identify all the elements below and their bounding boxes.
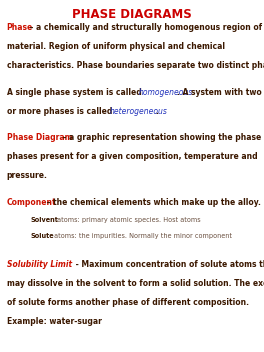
Text: atoms: the impurities. Normally the minor component: atoms: the impurities. Normally the mino… <box>51 233 232 239</box>
Text: Solvent: Solvent <box>30 217 58 223</box>
Text: homogeneous: homogeneous <box>139 88 193 97</box>
Text: – the chemical elements which make up the alloy.: – the chemical elements which make up th… <box>44 198 261 207</box>
Text: characteristics. Phase boundaries separate two distinct phases.: characteristics. Phase boundaries separa… <box>7 61 264 70</box>
Text: Component: Component <box>7 198 56 207</box>
Text: pressure.: pressure. <box>7 171 48 181</box>
Text: may dissolve in the solvent to form a solid solution. The excess: may dissolve in the solvent to form a so… <box>7 279 264 288</box>
Text: phases present for a given composition, temperature and: phases present for a given composition, … <box>7 152 257 162</box>
Text: or more phases is called: or more phases is called <box>7 107 115 116</box>
Text: - Maximum concentration of solute atoms that: - Maximum concentration of solute atoms … <box>73 260 264 269</box>
Text: material. Region of uniform physical and chemical: material. Region of uniform physical and… <box>7 42 225 51</box>
Text: PHASE DIAGRAMS: PHASE DIAGRAMS <box>72 8 192 21</box>
Text: Example: water-sugar: Example: water-sugar <box>7 317 101 326</box>
Text: Solute: Solute <box>30 233 54 239</box>
Text: Phase: Phase <box>7 23 33 32</box>
Text: – a chemically and structurally homogenous region of a: – a chemically and structurally homogeno… <box>27 23 264 32</box>
Text: Phase Diagram: Phase Diagram <box>7 133 72 143</box>
Text: .: . <box>155 107 158 116</box>
Text: Solubility Limit: Solubility Limit <box>7 260 72 269</box>
Text: . A system with two: . A system with two <box>177 88 262 97</box>
Text: A single phase system is called: A single phase system is called <box>7 88 144 97</box>
Text: of solute forms another phase of different composition.: of solute forms another phase of differe… <box>7 298 249 307</box>
Text: atoms: primary atomic species. Host atoms: atoms: primary atomic species. Host atom… <box>55 217 201 223</box>
Text: heterogeneous: heterogeneous <box>110 107 168 116</box>
Text: – a graphic representation showing the phase or: – a graphic representation showing the p… <box>60 133 264 143</box>
